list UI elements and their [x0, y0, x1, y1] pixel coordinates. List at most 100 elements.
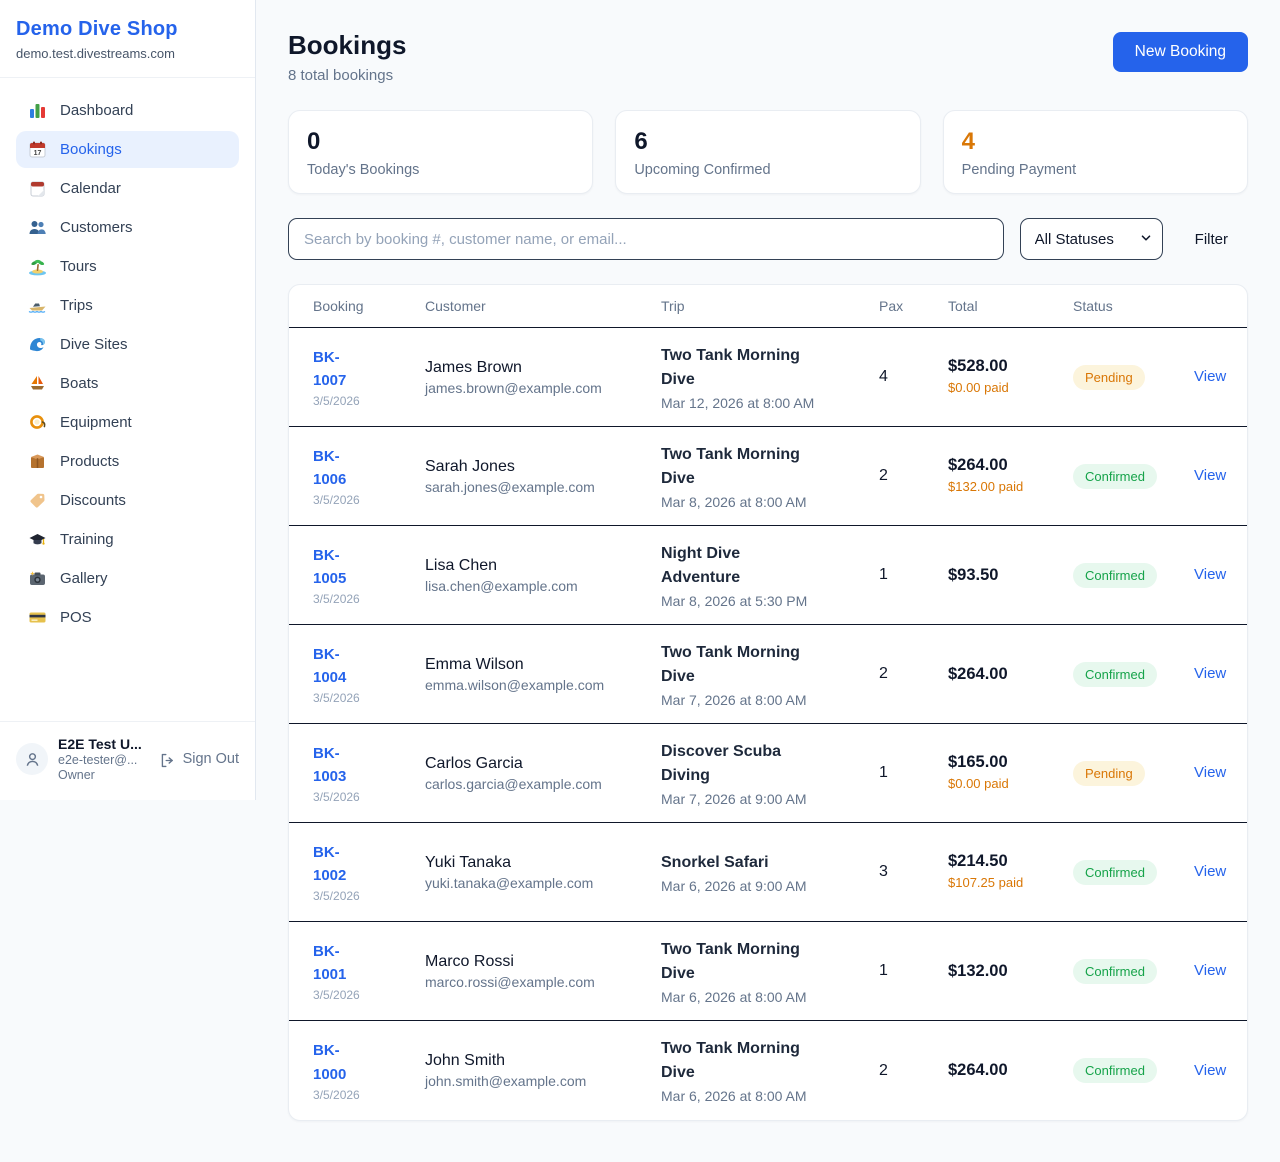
user-email: e2e-tester@... — [58, 753, 138, 767]
trip-datetime: Mar 6, 2026 at 9:00 AM — [661, 877, 807, 894]
sidebar-item-calendar[interactable]: Calendar — [16, 170, 239, 207]
discounts-icon — [28, 491, 47, 510]
view-link[interactable]: View — [1194, 1061, 1227, 1079]
column-header-trip: Trip — [661, 298, 685, 314]
status-cell: Confirmed — [1073, 859, 1194, 885]
view-link[interactable]: View — [1194, 368, 1227, 385]
booking-date: 3/5/2026 — [313, 691, 360, 706]
booking-link[interactable]: BK-1007 — [313, 348, 347, 389]
stats-cards: 0 Today's Bookings 6 Upcoming Confirmed … — [288, 110, 1248, 194]
booking-link[interactable]: BK-1004 — [313, 645, 347, 686]
customer-name: John Smith — [425, 1052, 506, 1069]
sign-out-button[interactable]: Sign Out — [159, 751, 239, 768]
booking-link[interactable]: BK-1003 — [313, 744, 347, 785]
booking-cell: BK-1004 3/5/2026 — [313, 643, 425, 706]
trip-datetime: Mar 8, 2026 at 8:00 AM — [661, 493, 807, 510]
sidebar-item-pos[interactable]: POS — [16, 599, 239, 636]
table-row: BK-1007 3/5/2026 James Brown james.brown@ex… — [289, 328, 1247, 427]
new-booking-button[interactable]: New Booking — [1112, 32, 1248, 72]
sidebar-item-label: Tours — [60, 258, 97, 275]
pax-value: 3 — [879, 863, 888, 880]
view-link[interactable]: View — [1194, 764, 1227, 781]
sidebar-item-label: Gallery — [60, 570, 108, 587]
customer-email: lisa.chen@example.com — [425, 577, 578, 594]
sidebar-item-label: Dashboard — [60, 102, 134, 119]
customer-name: Sarah Jones — [425, 457, 515, 475]
sidebar-item-discounts[interactable]: Discounts — [16, 482, 239, 519]
sidebar-item-trips[interactable]: Trips — [16, 287, 239, 324]
dashboard-icon — [28, 101, 47, 120]
tours-icon — [28, 257, 47, 276]
booking-date: 3/5/2026 — [313, 493, 360, 508]
sidebar-item-dashboard[interactable]: Dashboard — [16, 92, 239, 129]
status-cell: Pending — [1073, 760, 1194, 786]
trip-name: Night Dive Adventure — [661, 544, 741, 586]
trip-name: Two Tank Morning Dive — [661, 643, 800, 685]
sidebar-nav: Dashboard 17 Bookings Calendar Customers Tour… — [0, 78, 255, 652]
filter-button[interactable]: Filter — [1194, 230, 1228, 248]
table-body: BK-1007 3/5/2026 James Brown james.brown@ex… — [289, 328, 1247, 1120]
trip-cell: Discover Scuba Diving Mar 7, 2026 at 9:00… — [661, 740, 879, 807]
column-header-total: Total — [948, 298, 978, 314]
view-link[interactable]: View — [1194, 665, 1227, 682]
sidebar-item-boats[interactable]: Boats — [16, 365, 239, 402]
customer-email: carlos.garcia@example.com — [425, 775, 602, 792]
view-link[interactable]: View — [1194, 467, 1227, 484]
sidebar-item-equipment[interactable]: Equipment — [16, 404, 239, 441]
booking-date: 3/5/2026 — [313, 1087, 360, 1102]
booking-date: 3/5/2026 — [313, 394, 360, 409]
trip-name: Two Tank Morning Dive — [661, 1040, 800, 1081]
actions-cell: View — [1194, 665, 1226, 683]
total-amount: $132.00 — [948, 961, 1008, 980]
sidebar-item-products[interactable]: Products — [16, 443, 239, 480]
customer-email: marco.rossi@example.com — [425, 973, 595, 990]
sidebar: Demo Dive Shop demo.test.divestreams.com… — [0, 0, 256, 800]
actions-cell: View — [1194, 368, 1226, 386]
user-name: E2E Test U... — [58, 736, 142, 752]
trip-name: Two Tank Morning Dive — [661, 346, 800, 388]
sidebar-item-customers[interactable]: Customers — [16, 209, 239, 246]
stat-label: Today's Bookings — [307, 162, 420, 178]
page-header: Bookings 8 total bookings New Booking — [288, 30, 1248, 84]
sidebar-item-label: Training — [60, 531, 114, 548]
stat-card-upcoming-confirmed: 6 Upcoming Confirmed — [615, 110, 921, 194]
sidebar-item-bookings[interactable]: 17 Bookings — [16, 131, 239, 168]
booking-link[interactable]: BK-1005 — [313, 546, 347, 587]
sidebar-item-label: Discounts — [60, 492, 126, 509]
user-role: Owner — [58, 768, 95, 782]
view-link[interactable]: View — [1194, 863, 1227, 880]
view-link[interactable]: View — [1194, 962, 1227, 979]
status-badge: Confirmed — [1073, 661, 1157, 687]
sidebar-item-tours[interactable]: Tours — [16, 248, 239, 285]
sidebar-item-dive-sites[interactable]: Dive Sites — [16, 326, 239, 363]
boats-icon — [28, 374, 47, 393]
booking-link[interactable]: BK-1002 — [313, 843, 347, 884]
actions-cell: View — [1194, 863, 1226, 881]
actions-cell: View — [1194, 764, 1226, 782]
actions-cell: View — [1194, 1062, 1226, 1080]
status-cell: Confirmed — [1073, 562, 1194, 588]
status-filter-select[interactable]: All Statuses — [1019, 218, 1163, 260]
sidebar-item-training[interactable]: Training — [16, 521, 239, 558]
booking-link[interactable]: BK-1001 — [313, 942, 347, 983]
booking-link[interactable]: BK-1000 — [313, 1042, 347, 1083]
customer-cell: Emma Wilson emma.wilson@example.com — [425, 656, 661, 693]
sidebar-item-gallery[interactable]: Gallery — [16, 560, 239, 597]
table-header-row: Booking Customer Trip Pax Total Status — [289, 285, 1247, 328]
booking-cell: BK-1003 3/5/2026 — [313, 742, 425, 805]
search-input[interactable] — [288, 218, 1004, 260]
trip-name: Two Tank Morning Dive — [661, 445, 800, 487]
pos-icon — [28, 608, 47, 627]
sidebar-item-label: Products — [60, 453, 120, 470]
user-footer: E2E Test U... e2e-tester@... Owner Sign … — [0, 721, 255, 800]
customer-email: emma.wilson@example.com — [425, 676, 605, 693]
table-row: BK-1000 3/5/2026 John Smith john.smith@exam… — [289, 1021, 1247, 1120]
total-cell: $93.50 — [948, 566, 1073, 585]
booking-date: 3/5/2026 — [313, 592, 360, 607]
view-link[interactable]: View — [1194, 566, 1227, 583]
sidebar-item-label: Dive Sites — [60, 336, 128, 353]
paid-amount: $0.00 paid — [948, 775, 1009, 791]
status-badge: Confirmed — [1073, 562, 1157, 588]
booking-link[interactable]: BK-1006 — [313, 447, 347, 488]
avatar — [16, 743, 48, 775]
